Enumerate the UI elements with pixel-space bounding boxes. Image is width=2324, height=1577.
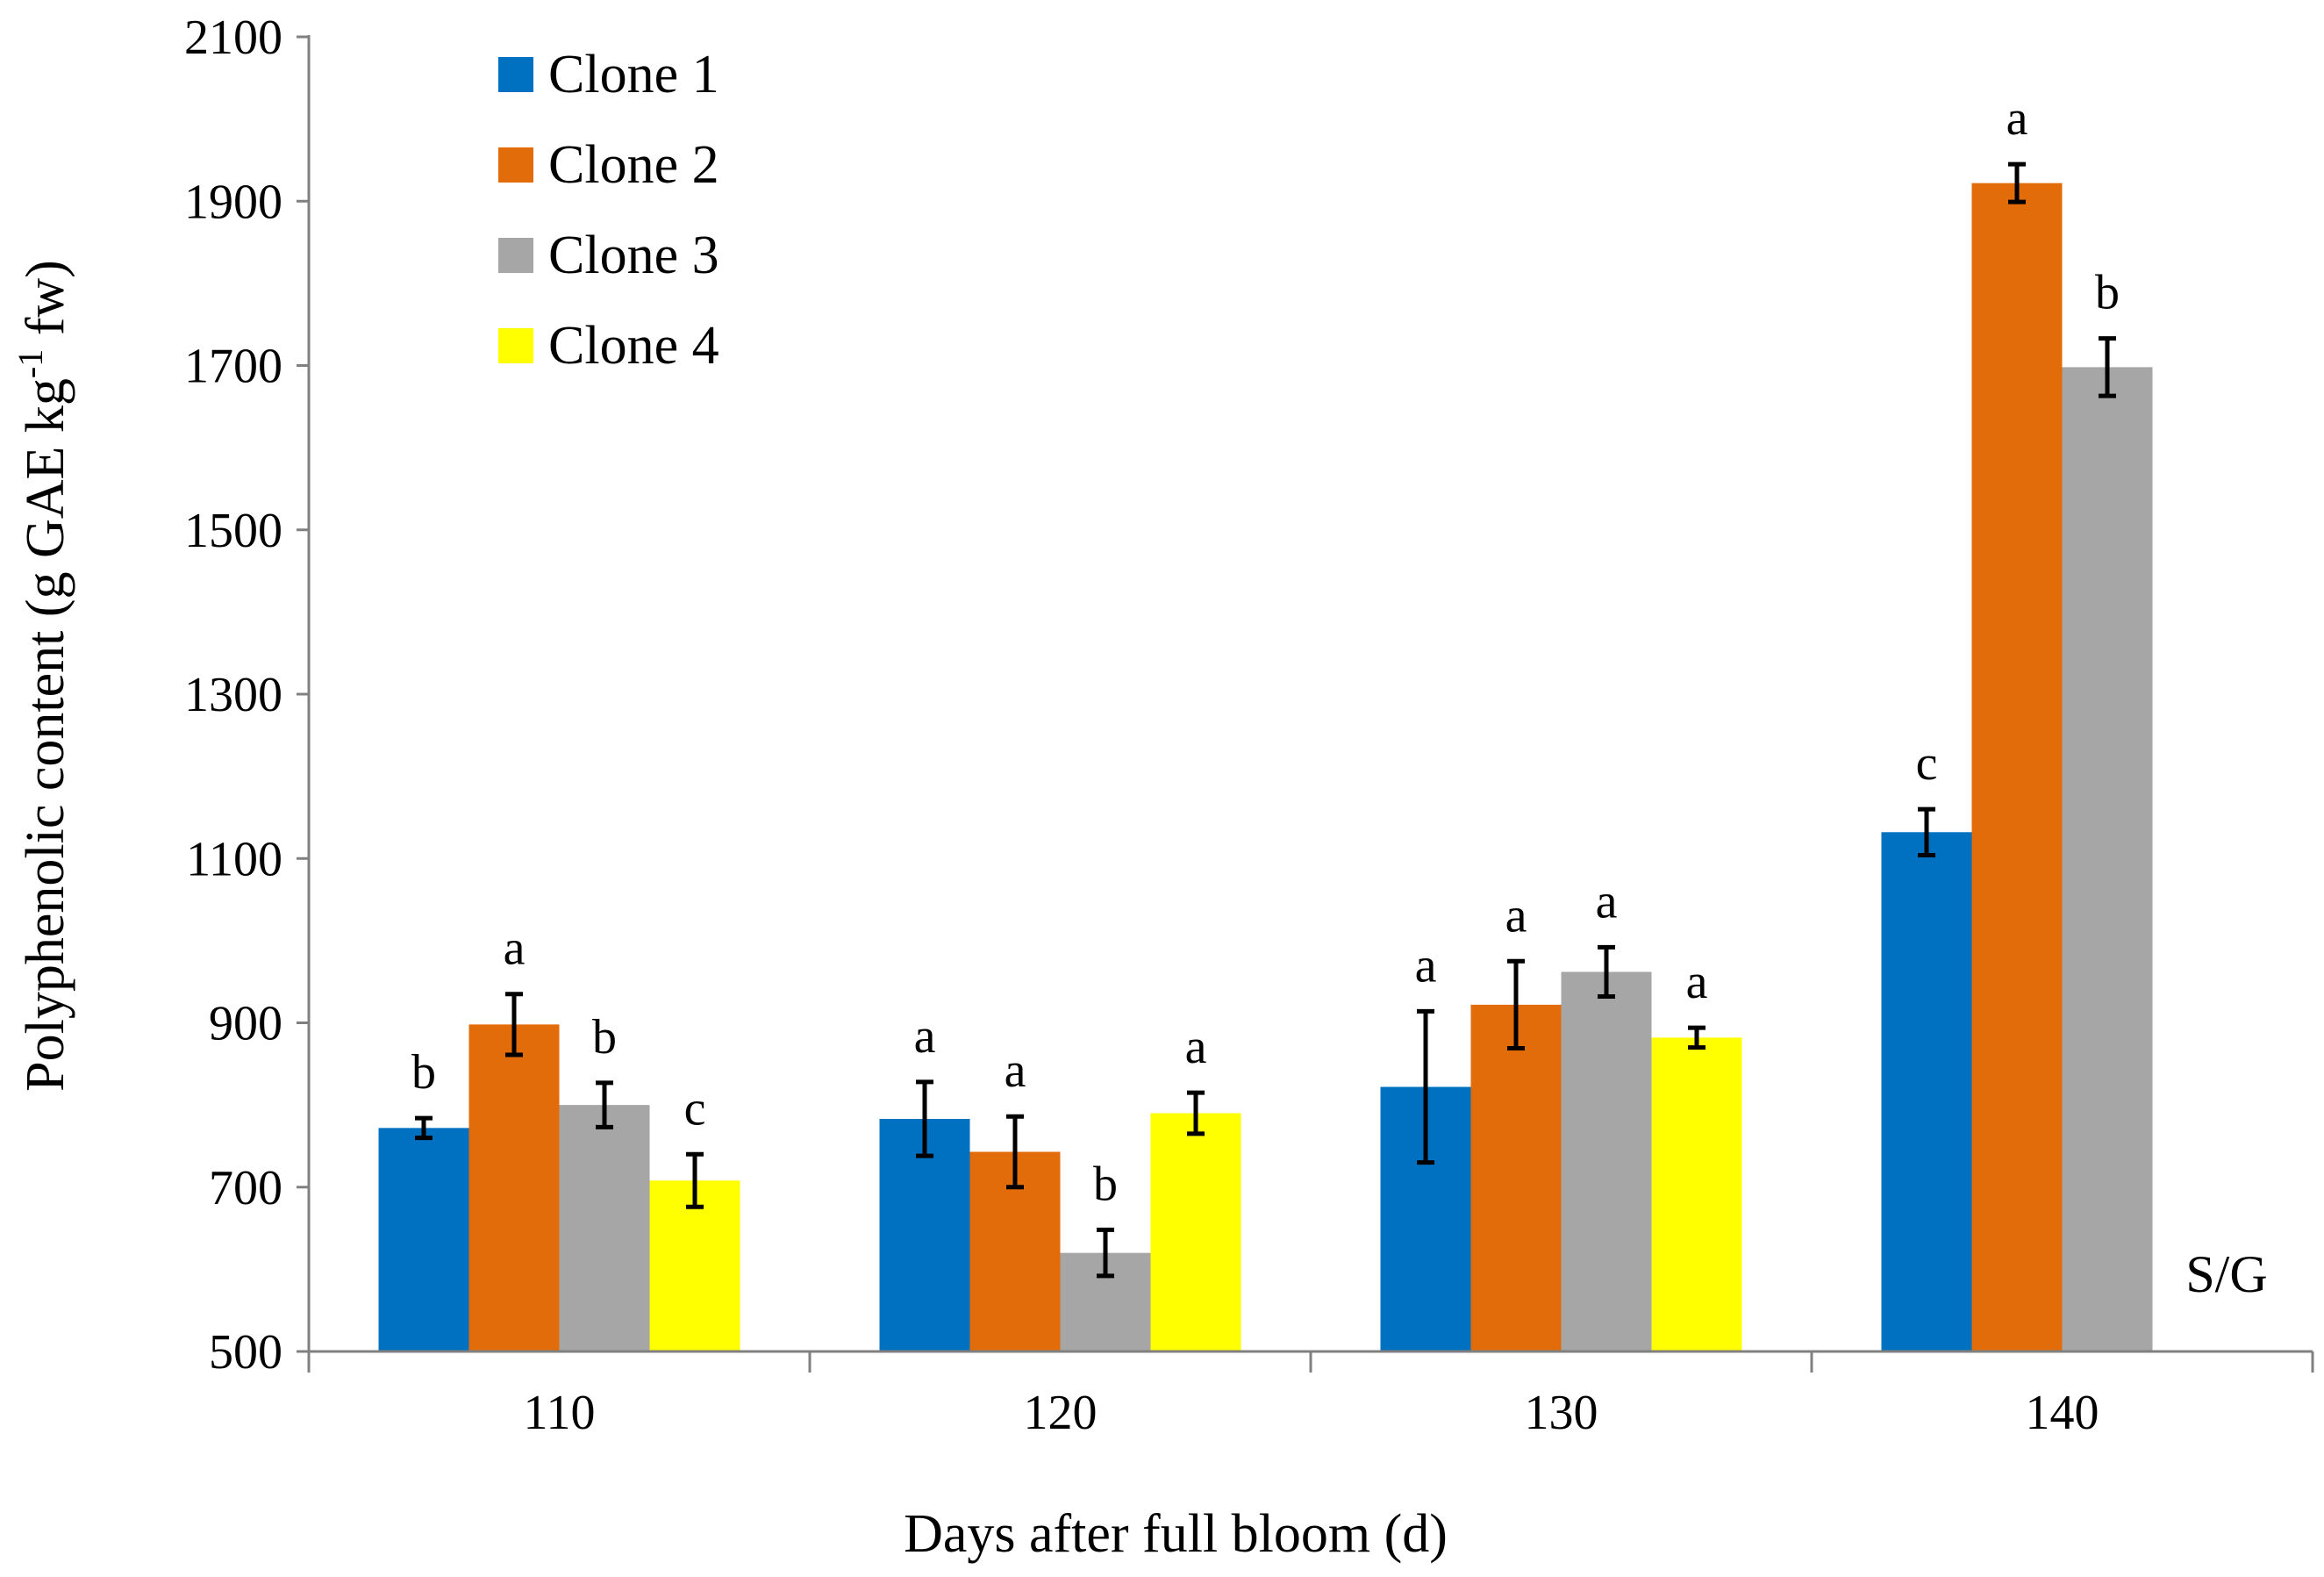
error-bar-120-series-1 xyxy=(916,1079,933,1158)
legend-swatch-series-2 xyxy=(498,147,533,183)
significance-label-130-series-1: a xyxy=(1415,938,1437,993)
x-tick-label-130: 130 xyxy=(1525,1386,1598,1440)
error-bar-110-series-3 xyxy=(596,1080,613,1129)
error-bar-140-series-3 xyxy=(2099,336,2116,398)
legend-label-series-2: Clone 2 xyxy=(548,135,719,195)
significance-label-110-series-3: b xyxy=(592,1010,617,1064)
error-bar-110-series-4 xyxy=(686,1151,704,1209)
y-tick-label-700: 700 xyxy=(209,1161,282,1215)
corner-annotation: S/G xyxy=(2185,1245,2267,1303)
legend-label-series-3: Clone 3 xyxy=(548,226,719,285)
x-tick-label-140: 140 xyxy=(2026,1386,2099,1440)
bar-130-series-3 xyxy=(1561,971,1652,1351)
error-bar-110-series-2 xyxy=(505,992,523,1057)
legend-swatch-series-3 xyxy=(498,238,533,273)
bar-120-series-4 xyxy=(1150,1113,1241,1351)
significance-label-130-series-3: a xyxy=(1596,874,1618,928)
bar-130-series-4 xyxy=(1651,1037,1742,1351)
error-bars-layer xyxy=(415,161,2116,1279)
significance-label-120-series-4: a xyxy=(1185,1020,1207,1074)
y-tick-label-1100: 1100 xyxy=(186,832,282,886)
y-tick-label-2100: 2100 xyxy=(184,11,282,65)
error-bar-120-series-2 xyxy=(1006,1114,1024,1190)
bar-110-series-2 xyxy=(468,1024,560,1351)
bar-140-series-2 xyxy=(1971,183,2063,1352)
significance-labels-layer: b a b c a a b a a a a a c a b xyxy=(411,91,2120,1211)
significance-label-140-series-2: a xyxy=(2006,91,2028,146)
bar-140-series-3 xyxy=(2062,367,2153,1351)
y-axis-title-superscript: -1 xyxy=(11,349,50,378)
y-axis-title: Polyphenolic content (g GAE kg-1 fw) xyxy=(11,260,75,1092)
significance-label-140-series-1: c xyxy=(1916,736,1938,791)
legend: Clone 1 Clone 2 Clone 3 Clone 4 xyxy=(498,45,719,376)
error-bar-130-series-2 xyxy=(1507,958,1525,1051)
significance-label-140-series-3: b xyxy=(2095,266,2120,320)
y-tick-label-1300: 1300 xyxy=(184,668,282,722)
bar-110-series-3 xyxy=(559,1105,650,1351)
x-axis-title: Days after full bloom (d) xyxy=(904,1504,1448,1564)
legend-swatch-series-4 xyxy=(498,328,533,363)
legend-label-series-4: Clone 4 xyxy=(548,316,719,376)
significance-label-120-series-1: a xyxy=(914,1009,936,1064)
legend-swatch-series-1 xyxy=(498,57,533,92)
significance-label-110-series-1: b xyxy=(411,1045,436,1100)
x-tick-label-110: 110 xyxy=(524,1386,596,1440)
bar-130-series-2 xyxy=(1470,1004,1562,1351)
significance-label-110-series-4: c xyxy=(684,1081,706,1136)
error-bar-110-series-1 xyxy=(415,1115,433,1141)
significance-label-110-series-2: a xyxy=(504,921,526,976)
error-bar-130-series-3 xyxy=(1598,944,1615,1000)
error-bar-140-series-2 xyxy=(2008,161,2026,204)
y-tick-label-900: 900 xyxy=(209,997,282,1051)
significance-label-130-series-4: a xyxy=(1686,955,1708,1009)
bars-layer xyxy=(378,183,2153,1352)
significance-label-120-series-3: b xyxy=(1093,1157,1118,1211)
error-bar-120-series-4 xyxy=(1187,1090,1205,1136)
error-bar-120-series-3 xyxy=(1097,1227,1114,1279)
y-tick-label-1900: 1900 xyxy=(184,175,282,229)
bar-110-series-1 xyxy=(378,1128,469,1351)
y-tick-label-1700: 1700 xyxy=(184,340,282,394)
error-bar-130-series-4 xyxy=(1688,1025,1705,1050)
significance-label-130-series-2: a xyxy=(1505,888,1527,943)
legend-label-series-1: Clone 1 xyxy=(548,45,719,104)
y-tick-label-500: 500 xyxy=(209,1325,282,1380)
axes-layer: 500 700 900 1100 1300 1500 1700 1900 2100 110 120 1… xyxy=(184,11,2314,1440)
y-axis-title-suffix: fw) xyxy=(16,260,75,349)
x-tick-label-120: 120 xyxy=(1024,1386,1098,1440)
y-tick-label-1500: 1500 xyxy=(184,504,282,558)
bar-140-series-1 xyxy=(1881,832,1972,1351)
y-axis-title-main: Polyphenolic content (g GAE kg xyxy=(16,378,75,1092)
error-bar-140-series-1 xyxy=(1918,806,1935,858)
significance-label-120-series-2: a xyxy=(1005,1043,1026,1098)
error-bar-130-series-1 xyxy=(1417,1008,1434,1165)
